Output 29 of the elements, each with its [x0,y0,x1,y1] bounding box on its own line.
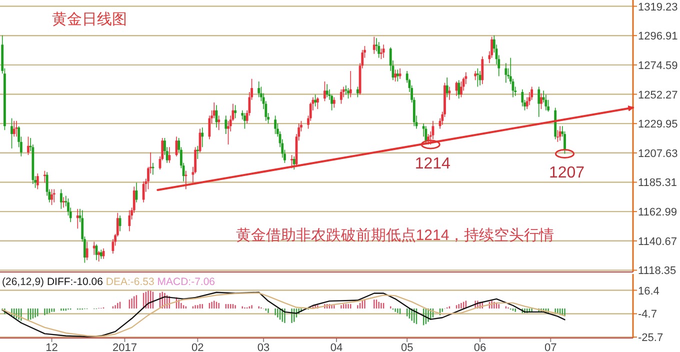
x-tick-label: 03 [257,342,270,352]
series-label: DEA:-6.53 [106,276,158,288]
x-tick-label: 05 [400,342,414,352]
y-tick-label: 1140.67 [638,236,677,248]
x-tick-label: 04 [330,342,343,352]
y-tick-label: -25.7 [638,332,664,344]
y-tick-label: 1319.23 [638,1,678,14]
annotation: 1214 [414,156,451,173]
series-label: MACD:-7.06 [157,276,216,288]
y-tick-label: 1252.27 [638,89,678,102]
text: DIFF:-10.06 [46,276,106,288]
y-tick-label: 1207.63 [638,148,678,160]
annotation: 1207 [548,164,585,182]
chart-title: (26,12,9) [2,276,47,288]
y-tick-label: 1118.35 [638,265,676,278]
y-tick-label: 1185.31 [638,177,677,190]
y-tick-label: 1274.59 [638,60,678,72]
text: 黄金日线图 [52,11,127,28]
y-tick-label: -4.7 [638,308,657,321]
y-tick-label: 1229.95 [638,118,678,131]
x-tick-label: 07 [544,342,557,352]
y-tick-label: 1162.99 [638,206,677,219]
x-tick-label: 12 [46,342,58,352]
annotation: 黄金借助非农跌破前期低点1214，持续空头行情 [236,227,554,244]
y-tick-label: 16.4 [638,285,660,298]
x-tick-label: 2017 [112,342,137,352]
x-tick-label: 06 [474,342,486,352]
y-tick-label: 1296.91 [638,30,678,43]
x-tick-label: 02 [192,342,204,352]
